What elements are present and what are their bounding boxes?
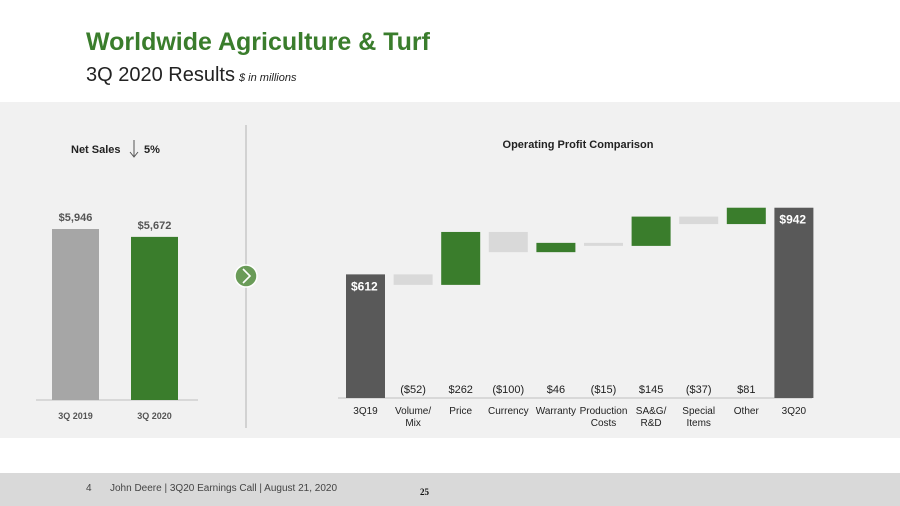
waterfall-category-label: 3Q20 xyxy=(782,406,807,417)
page-number: 4 xyxy=(86,483,92,494)
waterfall-value-label: ($15) xyxy=(591,384,617,396)
waterfall-bar xyxy=(679,216,719,225)
footer-bar: 4 John Deere | 3Q20 Earnings Call | Augu… xyxy=(0,473,900,506)
waterfall-value-label: $942 xyxy=(779,213,806,227)
net-sales-bar xyxy=(131,236,178,400)
net-sales-label: Net Sales xyxy=(71,144,121,156)
waterfall-bar xyxy=(631,216,671,246)
waterfall-value-label: $612 xyxy=(351,279,378,293)
footer-text: John Deere | 3Q20 Earnings Call | August… xyxy=(110,483,338,494)
net-sales-category-label: 3Q 2019 xyxy=(58,411,93,421)
waterfall-bar xyxy=(726,207,766,225)
waterfall-category-label: Price xyxy=(449,406,472,417)
net-sales-value-label: $5,946 xyxy=(59,212,93,224)
net-sales-change: 5% xyxy=(144,144,160,156)
units-note: $ in millions xyxy=(238,72,297,84)
arrow-down-icon xyxy=(129,140,139,158)
waterfall-value-label: ($100) xyxy=(492,384,524,396)
waterfall-bar xyxy=(488,231,528,253)
net-sales-bars: $5,946 3Q 2019 $5,672 3Q 2020 xyxy=(52,212,178,421)
waterfall-bar xyxy=(536,242,576,253)
slide-number: 25 xyxy=(420,487,429,497)
waterfall-category-label: Special Items xyxy=(682,406,715,429)
waterfall-value-label: $81 xyxy=(737,384,755,396)
chevron-right-icon xyxy=(234,264,258,288)
waterfall-value-label: $46 xyxy=(547,384,565,396)
waterfall-bars: $612 3Q19 ($52) Volume/Mix $262 Price ($100) Cu… xyxy=(346,207,814,429)
waterfall-category-label: Other xyxy=(734,406,760,417)
waterfall-value-label: ($52) xyxy=(400,384,426,396)
waterfall-value-label: ($37) xyxy=(686,384,712,396)
waterfall-bar xyxy=(774,207,814,398)
net-sales-bar xyxy=(52,229,99,400)
waterfall-category-label: Production Costs xyxy=(580,406,628,429)
waterfall-bar xyxy=(346,274,385,398)
waterfall-value-label: $262 xyxy=(448,384,472,396)
waterfall-bar xyxy=(393,274,433,285)
waterfall-bar xyxy=(441,231,481,285)
waterfall-category-label: SA&G/R&D xyxy=(636,406,667,429)
page-subtitle: 3Q 2020 Results $ in millions xyxy=(86,64,296,87)
waterfall-category-label: Volume/Mix xyxy=(395,406,431,429)
waterfall-bar xyxy=(584,242,623,246)
net-sales-value-label: $5,672 xyxy=(138,220,172,232)
subtitle-text: 3Q 2020 Results xyxy=(86,64,235,86)
waterfall-category-label: Warranty xyxy=(536,406,576,417)
net-sales-category-label: 3Q 2020 xyxy=(137,411,172,421)
waterfall-category-label: 3Q19 xyxy=(353,406,378,417)
page-title: Worldwide Agriculture & Turf xyxy=(86,28,430,56)
waterfall-value-label: $145 xyxy=(639,384,663,396)
waterfall-title: Operating Profit Comparison xyxy=(503,139,654,151)
waterfall-category-label: Currency xyxy=(488,406,529,417)
